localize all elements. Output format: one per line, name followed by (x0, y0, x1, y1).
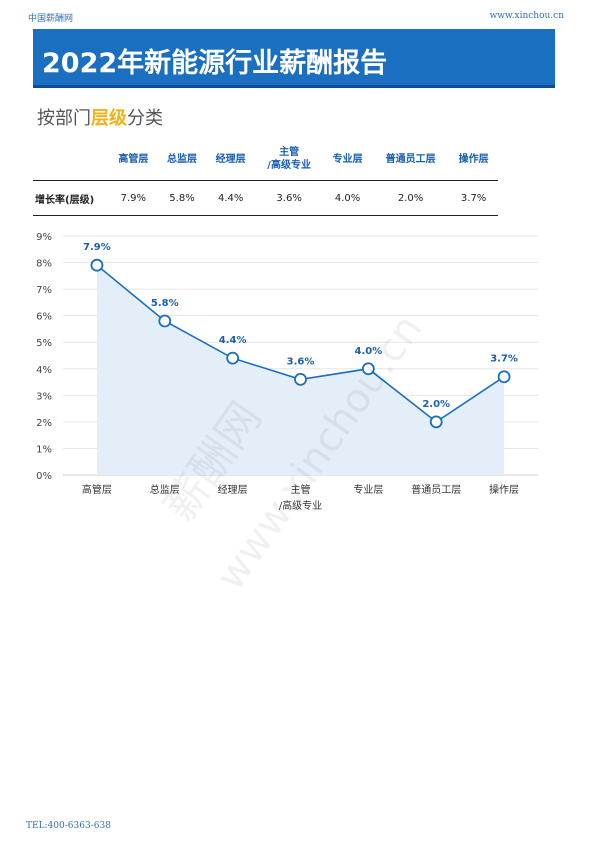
y-tick-label: 6% (36, 312, 52, 323)
data-point (497, 370, 511, 384)
y-tick-label: 0% (36, 471, 52, 482)
site-name: 中国薪酬网 (28, 14, 74, 24)
table-cell: 2.0% (371, 180, 450, 216)
y-tick-label: 4% (36, 365, 52, 376)
y-tick-label: 5% (36, 338, 52, 349)
area-fill (96, 265, 505, 475)
y-tick-label: 2% (36, 418, 52, 429)
site-url: www.xinchou.cn (489, 11, 564, 21)
data-point (429, 415, 443, 429)
growth-rate-table: 高管层 总监层 经理层 主管/高级专业 专业层 普通员工层 操作层 增长率(层级… (33, 138, 498, 216)
x-tick-label: 专业层 (353, 483, 383, 496)
data-point (361, 362, 375, 376)
x-tick-label: 操作层 (489, 483, 519, 496)
x-tick-label: 主管 (291, 483, 311, 496)
table-header: 主管/高级专业 (255, 138, 324, 181)
x-tick-label: 总监层 (150, 483, 180, 496)
data-label: 2.0% (422, 399, 450, 410)
table-cell: 4.4% (206, 180, 256, 216)
title-banner: 2022年新能源行业薪酬报告 (33, 29, 555, 88)
table-cell: 3.7% (449, 180, 498, 216)
data-point (158, 314, 172, 328)
data-point (226, 351, 240, 365)
table-corner-cell (33, 138, 109, 181)
x-tick-label: 普通员工层 (411, 483, 461, 496)
data-label: 4.4% (219, 335, 247, 346)
table-header: 经理层 (206, 138, 256, 181)
table-cell: 4.0% (323, 180, 372, 216)
data-label: 5.8% (151, 298, 179, 309)
data-label: 3.7% (490, 354, 518, 365)
page-title: 2022年新能源行业薪酬报告 (42, 48, 388, 79)
table-header: 普通员工层 (371, 138, 450, 181)
x-tick-label: 高管层 (82, 483, 112, 496)
table-header: 高管层 (109, 138, 158, 181)
footer-tel: TEL:400-6363-638 (26, 821, 111, 831)
y-tick-label: 3% (36, 391, 52, 402)
y-tick-label: 7% (36, 285, 52, 296)
subtitle-highlight: 层级 (91, 108, 127, 129)
table-cell: 7.9% (109, 180, 158, 216)
y-tick-label: 9% (36, 232, 52, 243)
y-tick-label: 8% (36, 259, 52, 270)
data-label: 7.9% (83, 242, 111, 253)
data-label: 3.6% (287, 356, 315, 367)
table-header-row: 高管层 总监层 经理层 主管/高级专业 专业层 普通员工层 操作层 (33, 138, 498, 181)
table-cell: 3.6% (255, 180, 324, 216)
data-label: 4.0% (354, 346, 382, 357)
x-tick-label: /高级专业 (279, 499, 322, 512)
table-row: 增长率(层级) 7.9% 5.8% 4.4% 3.6% 4.0% 2.0% 3.… (33, 180, 498, 216)
table-header: 操作层 (449, 138, 498, 181)
x-tick-label: 经理层 (218, 483, 248, 496)
table-cell: 5.8% (157, 180, 207, 216)
section-subtitle: 按部门层级分类 (37, 104, 163, 130)
subtitle-prefix: 按部门 (37, 108, 91, 129)
table-row-label: 增长率(层级) (33, 180, 109, 216)
y-tick-label: 1% (36, 444, 52, 455)
table-header: 总监层 (157, 138, 207, 181)
subtitle-suffix: 分类 (127, 108, 163, 129)
data-point (90, 258, 104, 272)
table-header: 专业层 (323, 138, 372, 181)
data-point (294, 372, 307, 386)
